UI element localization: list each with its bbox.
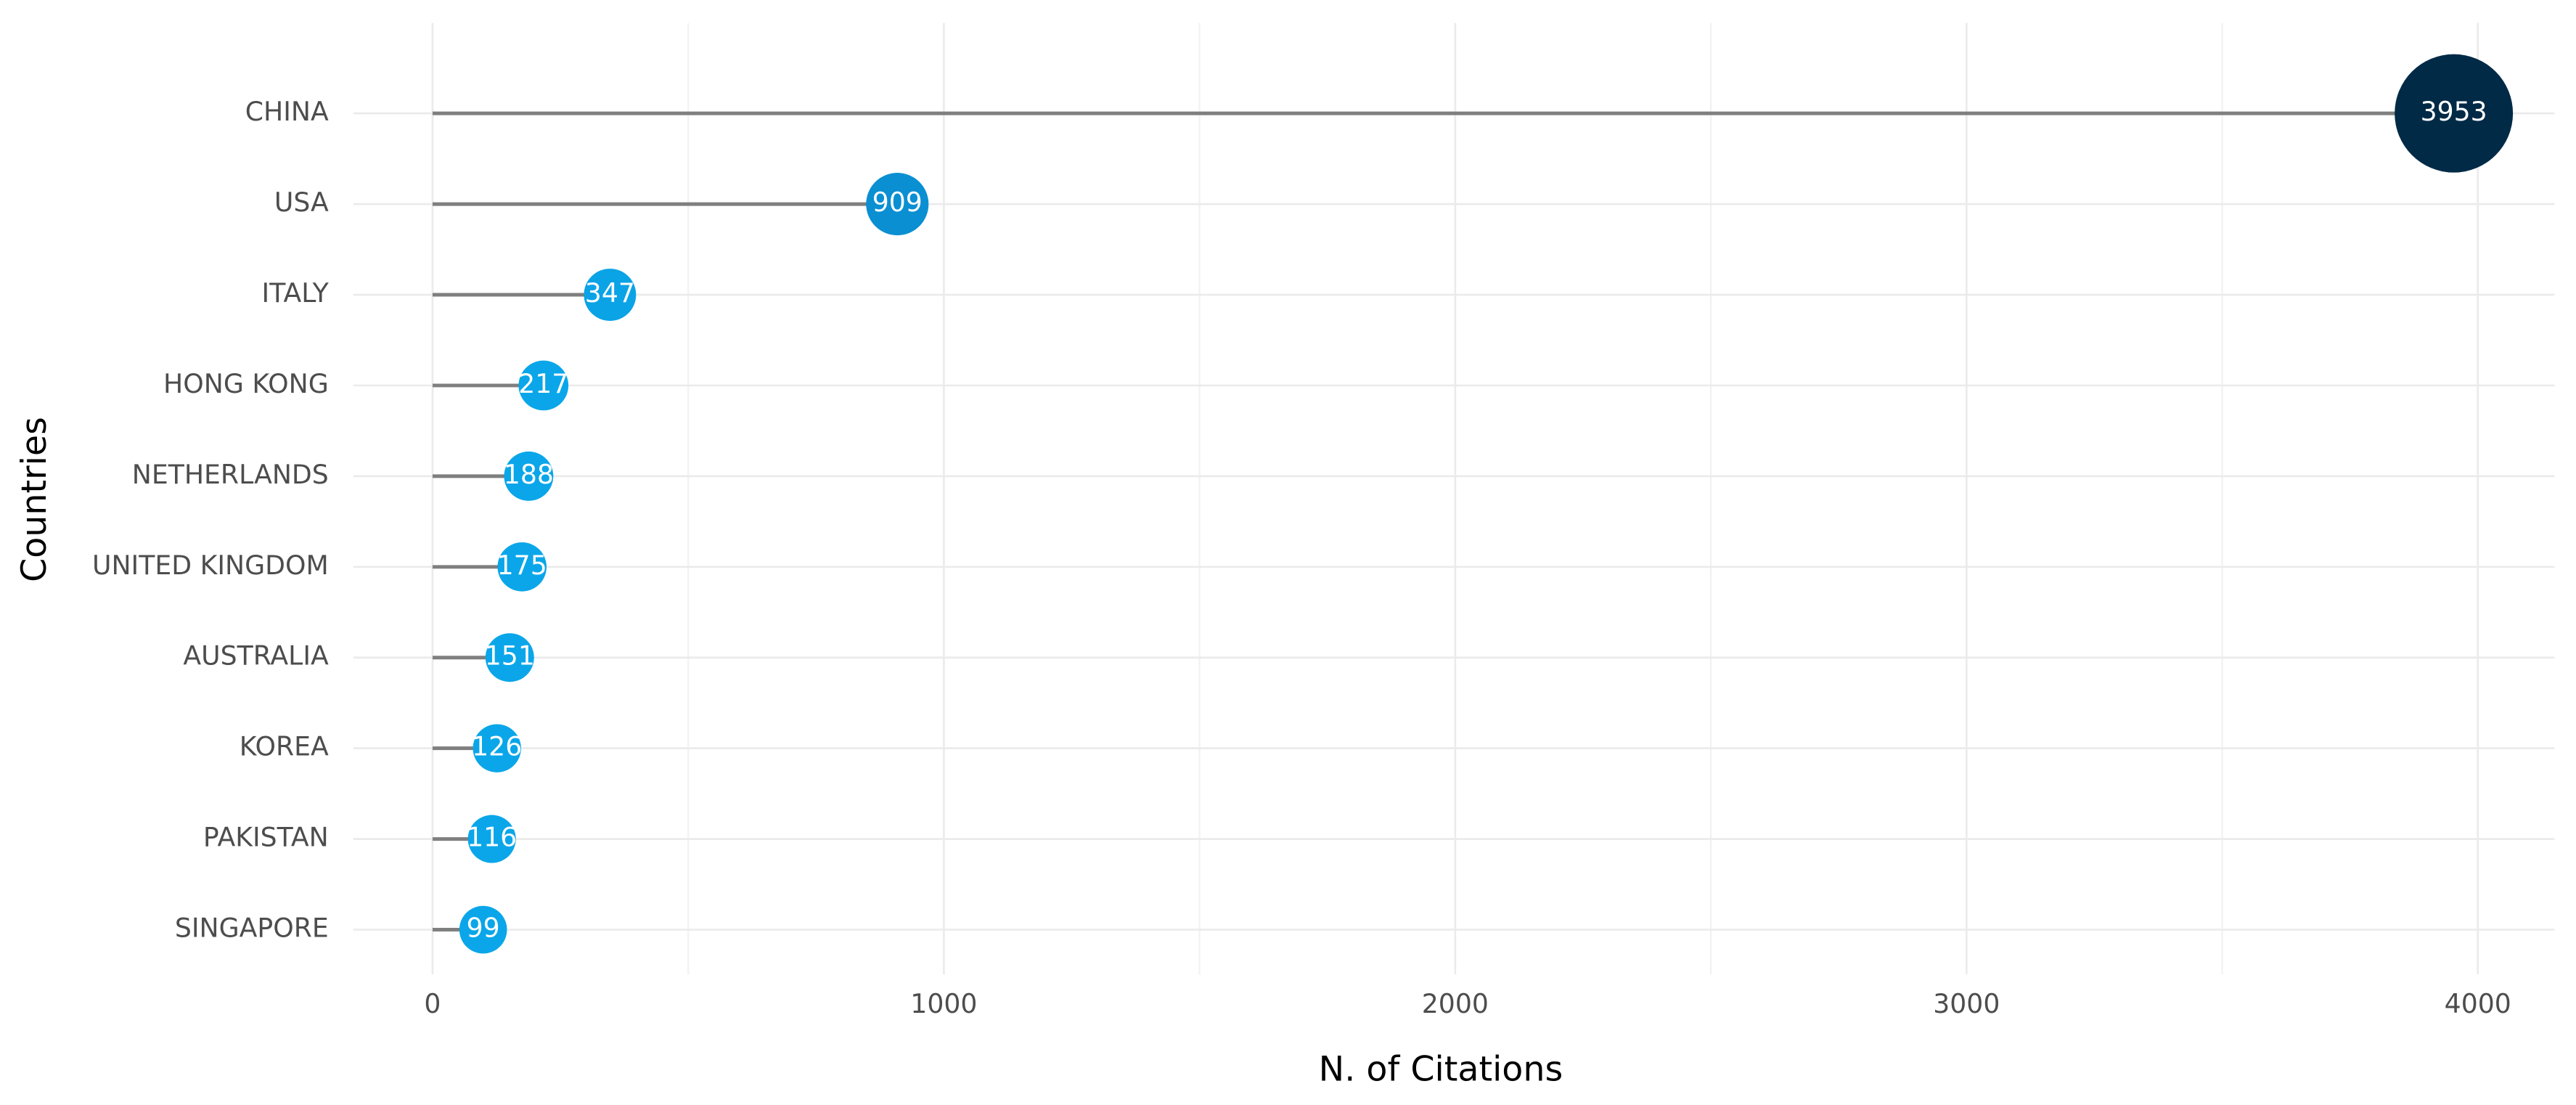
x-axis-title: N. of Citations xyxy=(1319,1050,1563,1090)
y-tick-label: CHINA xyxy=(245,96,329,127)
y-tick-label: NETHERLANDS xyxy=(132,459,329,490)
x-tick-label: 2000 xyxy=(1422,988,1489,1019)
point xyxy=(504,451,554,501)
x-tick-label: 4000 xyxy=(2445,988,2511,1019)
y-tick-label: USA xyxy=(274,187,329,218)
data-label: 909 xyxy=(872,187,923,218)
x-tick-label: 0 xyxy=(424,988,441,1019)
y-axis-title: Countries xyxy=(15,417,54,582)
data-label: 3953 xyxy=(2421,96,2487,127)
point xyxy=(497,542,547,592)
point xyxy=(473,724,521,772)
y-tick-label: PAKISTAN xyxy=(203,822,329,853)
point xyxy=(584,269,637,321)
x-tick-label: 1000 xyxy=(910,988,977,1019)
data-label: 116 xyxy=(467,822,517,853)
point xyxy=(518,360,569,411)
y-tick-label: UNITED KINGDOM xyxy=(92,550,329,581)
y-tick-label: HONG KONG xyxy=(163,368,329,399)
data-label: 99 xyxy=(467,913,500,944)
data-label: 151 xyxy=(485,640,535,672)
data-label: 126 xyxy=(472,731,522,762)
point xyxy=(467,815,516,863)
point xyxy=(485,633,534,682)
y-tick-label: KOREA xyxy=(240,731,329,762)
x-tick-label: 3000 xyxy=(1933,988,2000,1019)
point xyxy=(866,173,929,236)
y-tick-label: AUSTRALIA xyxy=(183,640,329,672)
y-tick-label: ITALY xyxy=(262,277,330,309)
y-tick-label: SINGAPORE xyxy=(175,913,329,944)
data-label: 175 xyxy=(497,550,547,581)
point xyxy=(459,905,507,954)
point xyxy=(2395,54,2514,173)
data-label: 347 xyxy=(585,277,635,309)
data-label: 217 xyxy=(518,368,568,399)
data-label: 188 xyxy=(504,459,554,490)
